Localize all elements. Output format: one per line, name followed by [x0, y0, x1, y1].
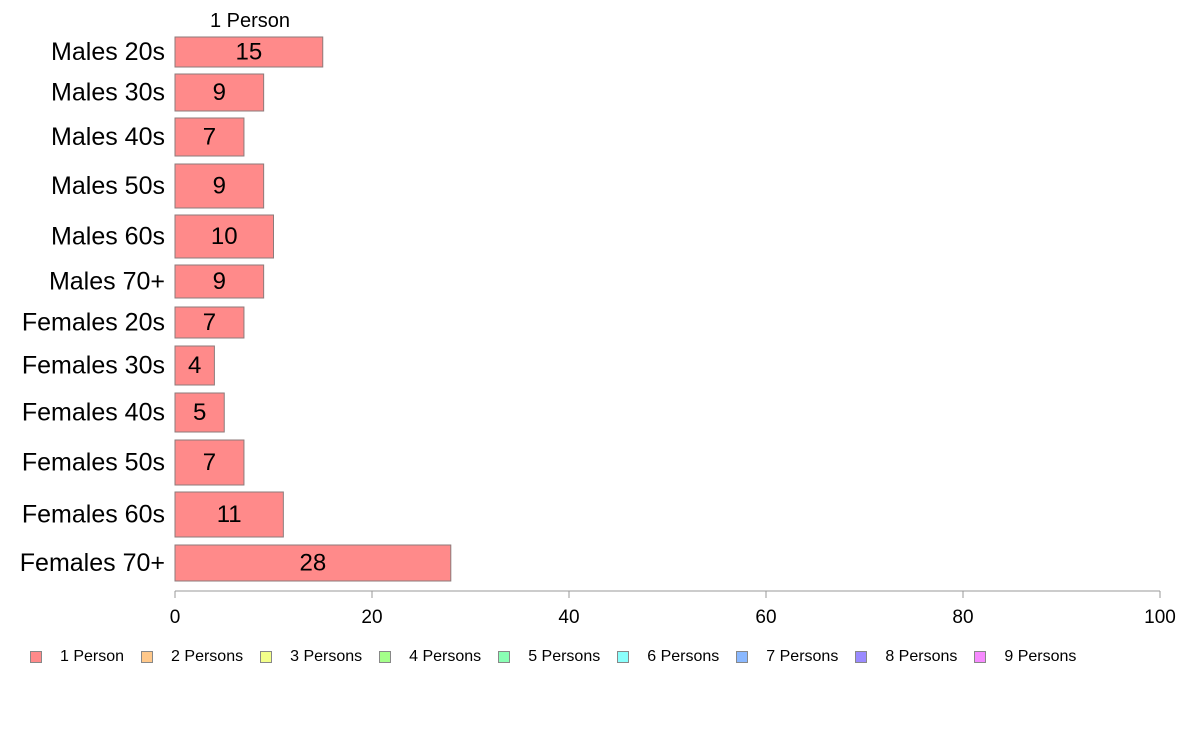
- legend-label: 2 Persons: [171, 648, 244, 665]
- category-label: Males 30s: [51, 79, 165, 107]
- legend-swatch: [30, 651, 42, 663]
- category-label: Females 60s: [22, 501, 165, 529]
- bar: [174, 345, 215, 386]
- legend-swatch: [855, 651, 868, 663]
- bar: [174, 163, 265, 209]
- legend-label: 9 Persons: [1004, 648, 1077, 665]
- data-label: 15: [236, 39, 263, 66]
- category-label: Males 40s: [51, 123, 165, 151]
- legend-swatch: [498, 651, 511, 663]
- legend-item: 8 Persons: [855, 648, 957, 666]
- bar: [174, 73, 265, 112]
- legend-item: 3 Persons: [260, 648, 362, 666]
- bar: [174, 439, 245, 486]
- data-label: 5: [193, 399, 206, 426]
- data-label: 9: [213, 173, 226, 200]
- legend-item: 5 Persons: [498, 648, 600, 666]
- legend-item: 9 Persons: [974, 648, 1076, 666]
- legend-swatch: [617, 651, 630, 663]
- category-label: Females 70+: [20, 549, 165, 577]
- data-label: 11: [217, 501, 242, 528]
- data-label: 9: [213, 268, 226, 295]
- column-header: 1 Person: [210, 10, 290, 32]
- legend-label: 4 Persons: [409, 648, 482, 665]
- bar: [174, 491, 284, 538]
- category-label: Males 50s: [51, 172, 165, 200]
- data-label: 28: [300, 550, 327, 577]
- legend-label: 8 Persons: [885, 648, 958, 665]
- bar: [174, 544, 452, 582]
- category-label: Males 70+: [49, 268, 165, 296]
- data-label: 9: [213, 79, 226, 106]
- x-tick-label: 80: [952, 607, 973, 628]
- legend-item: 4 Persons: [379, 648, 481, 666]
- data-label: 10: [211, 223, 238, 250]
- legend-label: 7 Persons: [766, 648, 839, 665]
- data-label: 4: [188, 352, 201, 379]
- legend-swatch: [736, 651, 749, 663]
- legend-swatch: [379, 651, 392, 663]
- legend-item: 1 Person: [30, 648, 124, 666]
- bar: [174, 117, 245, 157]
- x-tick-label: 0: [170, 607, 181, 628]
- bar: [174, 392, 225, 433]
- x-tick-label: 40: [558, 607, 579, 628]
- category-label: Females 50s: [22, 449, 165, 477]
- legend-swatch: [260, 651, 273, 663]
- category-label: Males 60s: [51, 223, 165, 251]
- category-label: Females 20s: [22, 309, 165, 337]
- legend-item: 7 Persons: [736, 648, 838, 666]
- legend-label: 3 Persons: [290, 648, 363, 665]
- bar: [174, 264, 265, 299]
- category-label: Females 40s: [22, 399, 165, 427]
- category-label: Females 30s: [22, 352, 165, 380]
- data-label: 7: [203, 449, 216, 476]
- bar: [174, 306, 245, 339]
- x-tick-label: 100: [1144, 607, 1176, 628]
- legend: 1 Person 2 Persons 3 Persons 4 Persons 5 Per…: [30, 644, 1180, 670]
- data-label: 7: [203, 124, 216, 151]
- legend-label: 6 Persons: [647, 648, 720, 665]
- legend-item: 6 Persons: [617, 648, 719, 666]
- legend-swatch: [974, 651, 987, 663]
- legend-swatch: [141, 651, 154, 663]
- bar: [174, 36, 324, 68]
- legend-label: 1 Person: [60, 648, 125, 665]
- x-tick-label: 20: [361, 607, 382, 628]
- legend-label: 5 Persons: [528, 648, 601, 665]
- data-label: 7: [203, 309, 216, 336]
- legend-item: 2 Persons: [141, 648, 243, 666]
- x-tick-label: 60: [755, 607, 776, 628]
- category-label: Males 20s: [51, 38, 165, 66]
- bar: [174, 214, 274, 259]
